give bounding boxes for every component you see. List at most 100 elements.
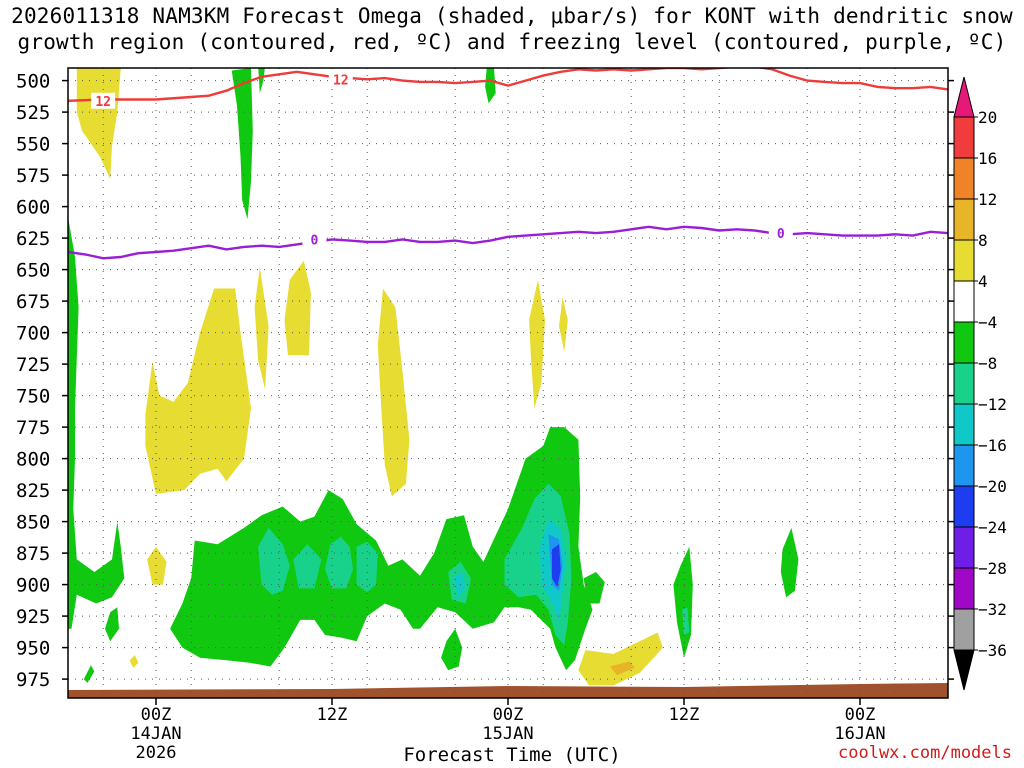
omega-neg-4-j <box>780 527 799 598</box>
colorbar-segment <box>953 198 975 241</box>
y-tick-label: 550 <box>16 134 50 156</box>
omega-neg-20-a <box>552 544 561 588</box>
chart-title-line2: growth region (contoured, red, ºC) and f… <box>17 30 1007 54</box>
y-tick-label: 675 <box>16 291 50 313</box>
contour-label: 0 <box>777 227 785 242</box>
y-tick-label: 850 <box>16 512 50 534</box>
omega-pos-4-e <box>377 288 410 497</box>
x-tick-label: 14JAN <box>130 724 181 744</box>
colorbar-top-arrow <box>953 76 975 118</box>
contour-line-1 <box>68 225 948 260</box>
grid-layer <box>68 68 948 698</box>
contour-label-bg <box>768 225 793 242</box>
y-tick-label: 725 <box>16 354 50 376</box>
omega-pos-4-j <box>578 632 663 686</box>
colorbar-label: −12 <box>978 395 1007 414</box>
contour-label-bg <box>91 92 116 109</box>
colorbar-label: 12 <box>978 190 997 209</box>
y-tick-label: 650 <box>16 260 50 282</box>
omega-neg-4-d <box>68 216 125 629</box>
y-tick-label: 950 <box>16 638 50 660</box>
omega-pos-4-h <box>147 546 167 585</box>
x-tick-label: 00Z <box>141 705 172 725</box>
omega-neg-4-b <box>258 68 265 94</box>
y-tick-label: 750 <box>16 386 50 408</box>
omega-neg-8-d <box>356 541 378 593</box>
colorbar-segment <box>953 321 975 364</box>
y-tick-label: 875 <box>16 543 50 565</box>
x-tick-label: 16JAN <box>834 724 885 744</box>
colorbar-label: −20 <box>978 477 1007 496</box>
omega-pos-4-f <box>529 279 545 409</box>
colorbar-label: 4 <box>978 272 988 291</box>
y-tick-label: 900 <box>16 575 50 597</box>
contour-layer: 12 12 0 0 <box>68 68 948 260</box>
ground-layer <box>68 683 948 698</box>
x-tick-label: 12Z <box>669 705 700 725</box>
colorbar-segment <box>953 567 975 610</box>
colorbar-label: −8 <box>978 354 997 373</box>
y-tick-label: 575 <box>16 165 50 187</box>
colorbar-label: −28 <box>978 559 1007 578</box>
y-axis: 500 525 550 575 600 625 650 675 700 725 750 775 800 8… <box>16 71 954 691</box>
y-tick-label: 525 <box>16 102 50 124</box>
chart-title-line1: 2026011318 NAM3KM Forecast Omega (shaded… <box>11 4 1013 28</box>
contour-label: 0 <box>310 233 318 248</box>
omega-neg-4-c <box>485 68 496 104</box>
credit-text: coolwx.com/models <box>838 743 1012 763</box>
colorbar-label: −24 <box>978 518 1007 537</box>
omega-pos-4-i <box>129 655 139 668</box>
colorbar: 20 16 12 8 4 −4 −8 −12 −16 −20 −24 −28 −32 −36 <box>953 76 1007 691</box>
contour-label: 12 <box>333 73 349 88</box>
colorbar-label: 20 <box>978 108 997 127</box>
y-tick-label: 975 <box>16 669 50 691</box>
x-tick-label: 00Z <box>493 705 524 725</box>
omega-pos-4-d <box>284 260 311 356</box>
contour-label-bg <box>328 71 353 88</box>
colorbar-segment <box>953 116 975 159</box>
omega-pos-4-c <box>254 267 269 390</box>
omega-neg-4-a <box>231 68 253 220</box>
omega-neg-4-g <box>170 427 593 671</box>
colorbar-segment <box>953 403 975 446</box>
ground-surface <box>68 683 948 698</box>
contour-line-0 <box>68 68 948 102</box>
colorbar-segment <box>953 444 975 487</box>
omega-neg-4-e <box>105 607 119 642</box>
omega-neg-4-h <box>583 572 605 604</box>
colorbar-label: −4 <box>978 313 997 332</box>
y-tick-label: 700 <box>16 323 50 345</box>
x-axis-title: Forecast Time (UTC) <box>403 744 621 766</box>
colorbar-segment <box>953 608 975 651</box>
colorbar-segment <box>953 239 975 282</box>
y-tick-label: 625 <box>16 228 50 250</box>
y-tick-label: 600 <box>16 197 50 219</box>
colorbar-segment <box>953 280 975 323</box>
y-tick-label: 925 <box>16 606 50 628</box>
omega-neg-8-a <box>258 527 290 595</box>
colorbar-label: −16 <box>978 436 1007 455</box>
x-tick-label: 12Z <box>317 705 348 725</box>
omega-neg-12-b <box>453 572 466 598</box>
y-tick-label: 775 <box>16 417 50 439</box>
colorbar-label: −36 <box>978 641 1007 660</box>
y-tick-label: 825 <box>16 480 50 502</box>
omega-shading-layer <box>68 68 799 686</box>
x-tick-label: 2026 <box>136 743 177 763</box>
omega-pos-8-a <box>610 661 635 676</box>
omega-pos-4-g <box>559 297 568 352</box>
omega-neg-4-k <box>441 628 463 671</box>
colorbar-segment <box>953 526 975 569</box>
colorbar-label: 8 <box>978 231 988 250</box>
colorbar-segment <box>953 485 975 528</box>
omega-neg-8-b <box>293 544 322 589</box>
colorbar-label: 16 <box>978 149 997 168</box>
y-tick-label: 800 <box>16 449 50 471</box>
x-tick-label: 00Z <box>845 705 876 725</box>
omega-neg-8-c <box>325 536 354 589</box>
x-tick-label: 15JAN <box>482 724 533 744</box>
omega-neg-4-f <box>83 665 95 683</box>
contour-label-bg <box>302 231 327 248</box>
